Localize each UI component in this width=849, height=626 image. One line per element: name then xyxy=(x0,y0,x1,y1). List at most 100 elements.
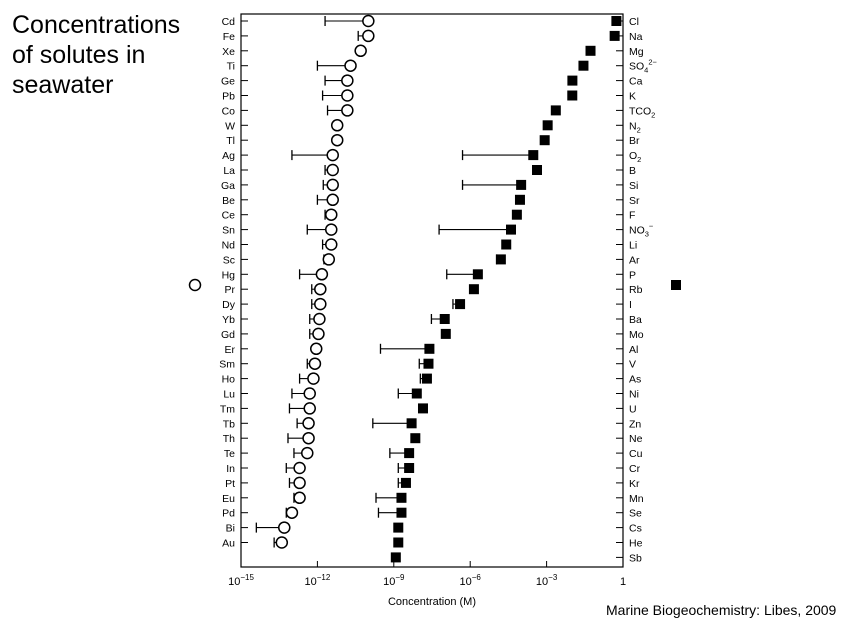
element-label: Al xyxy=(629,344,638,356)
open-circle-marker xyxy=(341,74,354,87)
element-label: Na xyxy=(629,31,643,43)
element-label: La xyxy=(223,165,235,177)
data-point-rb: Rb xyxy=(468,284,643,296)
element-label: V xyxy=(629,359,636,371)
element-label: He xyxy=(629,538,643,550)
filled-square-marker xyxy=(396,507,407,518)
title-line: of solutes in xyxy=(12,41,146,69)
filled-square-marker xyxy=(424,343,435,354)
filled-square-marker xyxy=(440,328,451,339)
element-label: Cs xyxy=(629,523,642,535)
filled-square-marker xyxy=(421,373,432,384)
filled-square-marker xyxy=(501,239,512,250)
element-label: Xe xyxy=(222,46,235,58)
data-point-ho: Ho xyxy=(222,372,320,386)
data-point-b: B xyxy=(532,165,636,177)
data-point-k: K xyxy=(567,90,636,103)
element-label: Ne xyxy=(629,433,643,445)
open-circle-marker xyxy=(301,446,314,460)
open-circle-marker xyxy=(313,312,326,326)
element-label: Sc xyxy=(223,254,235,266)
open-circle-marker xyxy=(326,148,339,162)
data-point-ge: Ge xyxy=(221,74,354,88)
data-point-n: N2 xyxy=(542,120,641,134)
data-point-no: NO3− xyxy=(438,222,654,239)
filled-square-marker xyxy=(455,299,466,310)
filled-square-marker xyxy=(505,224,516,235)
data-point-be: Be xyxy=(222,193,339,207)
open-circle-marker xyxy=(326,163,339,177)
data-point-sn: Sn xyxy=(222,223,338,237)
data-point-pd: Pd xyxy=(222,506,299,520)
data-point-co: Co xyxy=(222,104,354,117)
element-label: Kr xyxy=(629,478,640,490)
data-point-he: He xyxy=(393,537,643,550)
element-label: In xyxy=(226,463,235,475)
x-tick-label: 10−9 xyxy=(383,573,405,588)
open-circle-marker xyxy=(330,133,344,147)
x-tick-label: 10−3 xyxy=(536,573,558,588)
open-circle-marker xyxy=(362,14,375,28)
chart-axes: 10−15 10−12 10−9 10−6 10−3 1 Concentration (M) xyxy=(228,13,626,608)
element-label: Fe xyxy=(223,31,235,43)
legend-open-circle xyxy=(188,278,202,292)
element-label: Mo xyxy=(629,329,644,341)
element-label: I xyxy=(629,299,632,311)
slide-title: Concentrations of solutes in seawater xyxy=(12,10,232,100)
data-point-kr: Kr xyxy=(397,477,640,490)
legend-filled-square xyxy=(671,280,681,290)
element-label: Er xyxy=(225,344,236,356)
data-point-f: F xyxy=(511,209,635,222)
open-circle-marker xyxy=(309,342,323,356)
element-label: Tb xyxy=(223,418,235,430)
open-circle-marker xyxy=(326,193,339,207)
open-circle-marker xyxy=(312,327,325,341)
element-label: Sb xyxy=(629,552,642,564)
data-point-ar: Ar xyxy=(495,254,640,266)
element-label: Br xyxy=(629,135,640,147)
data-point-th: Th xyxy=(223,431,315,445)
open-circle-marker xyxy=(293,461,306,475)
open-circle-marker xyxy=(293,491,306,505)
data-point-o: O2 xyxy=(461,150,641,164)
open-circle-marker xyxy=(362,29,375,43)
filled-square-marker xyxy=(410,433,421,444)
element-label: Ho xyxy=(222,374,236,386)
data-point-tb: Tb xyxy=(223,417,315,430)
data-point-cs: Cs xyxy=(393,522,642,535)
element-label: K xyxy=(629,91,636,103)
x-axis-label: Concentration (M) xyxy=(388,596,476,608)
element-label: SO42− xyxy=(629,58,658,75)
data-point-i: I xyxy=(452,299,632,311)
filled-square-marker xyxy=(567,90,578,101)
element-label: Ag xyxy=(222,150,235,162)
filled-square-marker xyxy=(514,194,525,205)
data-point-er: Er xyxy=(225,342,323,356)
filled-square-marker xyxy=(550,105,561,116)
open-circle-marker xyxy=(314,282,327,296)
element-label: Cd xyxy=(222,16,236,28)
element-label: Hg xyxy=(222,269,236,281)
element-label: Ge xyxy=(221,76,235,88)
element-label: Cl xyxy=(629,16,639,28)
element-label: Co xyxy=(222,105,236,117)
data-point-eu: Eu xyxy=(222,491,306,505)
data-point-zn: Zn xyxy=(372,418,641,430)
element-label: Be xyxy=(222,195,235,207)
element-label: Ar xyxy=(629,254,640,266)
element-label: Au xyxy=(222,538,235,550)
open-circle-marker xyxy=(354,44,367,58)
data-point-nd: Nd xyxy=(222,238,338,252)
open-circle-marker xyxy=(303,402,316,415)
data-point-p: P xyxy=(446,269,636,281)
element-label: Pr xyxy=(225,284,236,296)
data-point-mg: Mg xyxy=(585,45,644,58)
element-label: Yb xyxy=(222,314,235,326)
element-label: Sm xyxy=(219,359,235,371)
element-label: Mn xyxy=(629,493,644,505)
element-label: Zn xyxy=(629,418,641,430)
data-point-ti: Ti xyxy=(227,59,357,73)
data-point-ca: Ca xyxy=(567,75,643,88)
open-circle-marker xyxy=(307,372,320,385)
